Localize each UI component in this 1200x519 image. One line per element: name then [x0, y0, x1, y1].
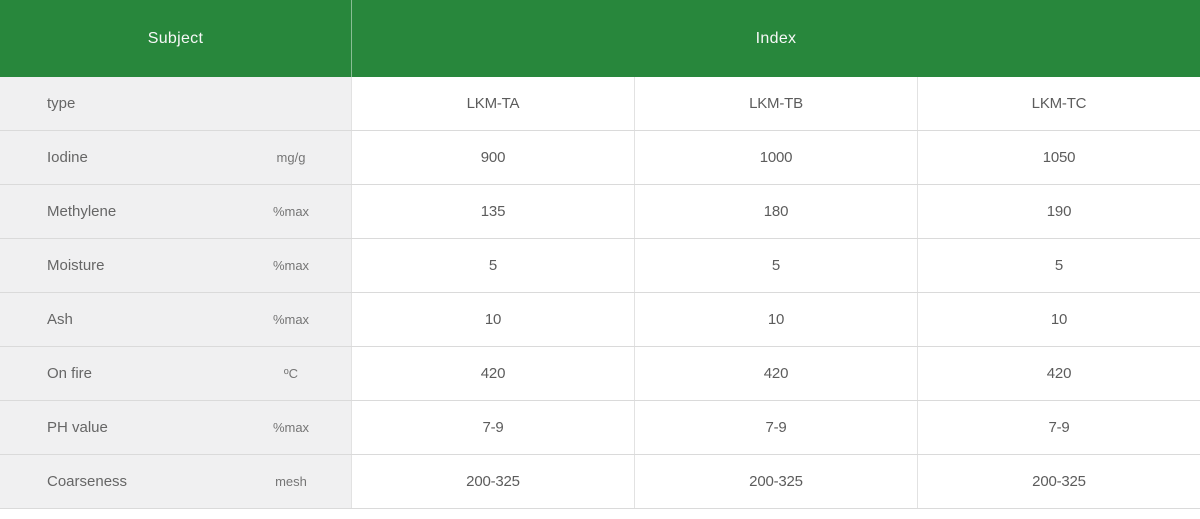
row-unit: %max — [272, 420, 310, 435]
table-row-type: type LKM-TA LKM-TB LKM-TC — [0, 77, 1200, 131]
table-row-coarseness: Coarseness mesh 200-325 200-325 200-325 — [0, 455, 1200, 509]
value-cell-lkm-tb: 200-325 — [634, 455, 917, 508]
value-cell-lkm-ta: LKM-TA — [466, 95, 520, 112]
value-cell-lkm-tb: 420 — [634, 347, 917, 400]
table-row-ph-value: PH value %max 7-9 7-9 7-9 — [0, 401, 1200, 455]
value-cell-lkm-ta: 135 — [480, 203, 506, 220]
row-label: Methylene — [47, 203, 117, 220]
row-label: Ash — [47, 311, 73, 328]
value-cell-lkm-tb: 10 — [634, 293, 917, 346]
index-column-header: Index — [755, 29, 797, 47]
row-unit: mg/g — [276, 150, 306, 165]
subject-cell: Ash %max — [0, 293, 352, 346]
row-label: Iodine — [47, 149, 88, 166]
value-cell-lkm-tc: 1050 — [917, 131, 1200, 184]
row-unit: ºC — [283, 366, 299, 381]
value-cell-lkm-tc: 190 — [917, 185, 1200, 238]
row-unit: mesh — [275, 474, 307, 489]
value-cell-lkm-tc: 7-9 — [917, 401, 1200, 454]
value-cell-lkm-tb: 180 — [634, 185, 917, 238]
table-header-row: Subject Index — [0, 0, 1200, 77]
subject-cell: Iodine mg/g — [0, 131, 352, 184]
subject-cell: Moisture %max — [0, 239, 352, 292]
row-label: PH value — [47, 419, 108, 436]
value-cell-lkm-tb: 7-9 — [634, 401, 917, 454]
value-cell-lkm-ta: 200-325 — [466, 473, 520, 490]
subject-cell: Methylene %max — [0, 185, 352, 238]
table-row-iodine: Iodine mg/g 900 1000 1050 — [0, 131, 1200, 185]
table-row-methylene: Methylene %max 135 180 190 — [0, 185, 1200, 239]
value-cell-lkm-ta: 420 — [480, 365, 506, 382]
value-cell-lkm-tc: 200-325 — [917, 455, 1200, 508]
value-cell-lkm-tb: 1000 — [634, 131, 917, 184]
value-cell-lkm-ta: 10 — [484, 311, 502, 328]
value-cell-lkm-tc: 5 — [917, 239, 1200, 292]
value-cell-lkm-ta: 7-9 — [482, 419, 504, 436]
subject-cell: PH value %max — [0, 401, 352, 454]
subject-cell: On fire ºC — [0, 347, 352, 400]
table-row-moisture: Moisture %max 5 5 5 — [0, 239, 1200, 293]
value-cell-lkm-tc: 10 — [917, 293, 1200, 346]
subject-cell: Coarseness mesh — [0, 455, 352, 508]
value-cell-lkm-tc: 420 — [917, 347, 1200, 400]
table-row-on-fire: On fire ºC 420 420 420 — [0, 347, 1200, 401]
row-label: Coarseness — [47, 473, 128, 490]
row-unit: %max — [272, 258, 310, 273]
value-cell-lkm-tc: LKM-TC — [917, 77, 1200, 130]
subject-cell: type — [0, 77, 352, 130]
value-cell-lkm-tb: 5 — [634, 239, 917, 292]
value-cell-lkm-ta: 900 — [480, 149, 506, 166]
subject-column-header: Subject — [0, 0, 352, 77]
row-unit: %max — [272, 204, 310, 219]
table-row-ash: Ash %max 10 10 10 — [0, 293, 1200, 347]
value-cell-lkm-ta: 5 — [488, 257, 498, 274]
row-label: type — [47, 95, 76, 112]
row-label: On fire — [47, 365, 93, 382]
row-label: Moisture — [47, 257, 105, 274]
row-unit: %max — [272, 312, 310, 327]
value-cell-lkm-tb: LKM-TB — [634, 77, 917, 130]
